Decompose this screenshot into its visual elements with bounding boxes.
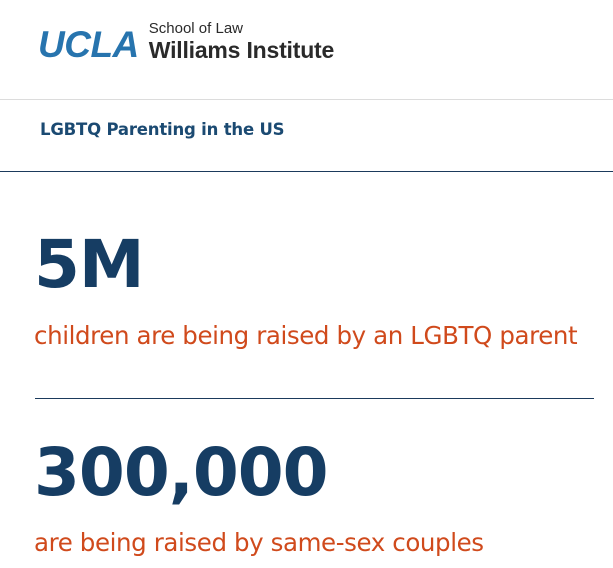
stat-number: 5M [34,226,145,303]
ucla-williams-institute-logo[interactable]: UCLA School of Law Williams Institute [38,20,335,65]
section-title: LGBTQ Parenting in the US [40,120,285,139]
divider [35,398,594,399]
logo-text-block: School of Law Williams Institute [148,20,335,63]
stat-number: 300,000 [34,434,329,511]
section-bar: LGBTQ Parenting in the US [0,100,613,172]
logo-school-of-law: School of Law [148,20,243,37]
stat-block-children: 5M children are being raised by an LGBTQ… [34,226,578,350]
stat-caption: children are being raised by an LGBTQ pa… [34,321,578,350]
logo-williams-institute: Williams Institute [148,37,335,63]
stat-caption: are being raised by same-sex couples [34,528,484,557]
logo-ucla-wordmark: UCLA [38,24,139,65]
header: UCLA School of Law Williams Institute [0,0,613,100]
stat-block-same-sex-couples: 300,000 are being raised by same-sex cou… [34,440,484,557]
